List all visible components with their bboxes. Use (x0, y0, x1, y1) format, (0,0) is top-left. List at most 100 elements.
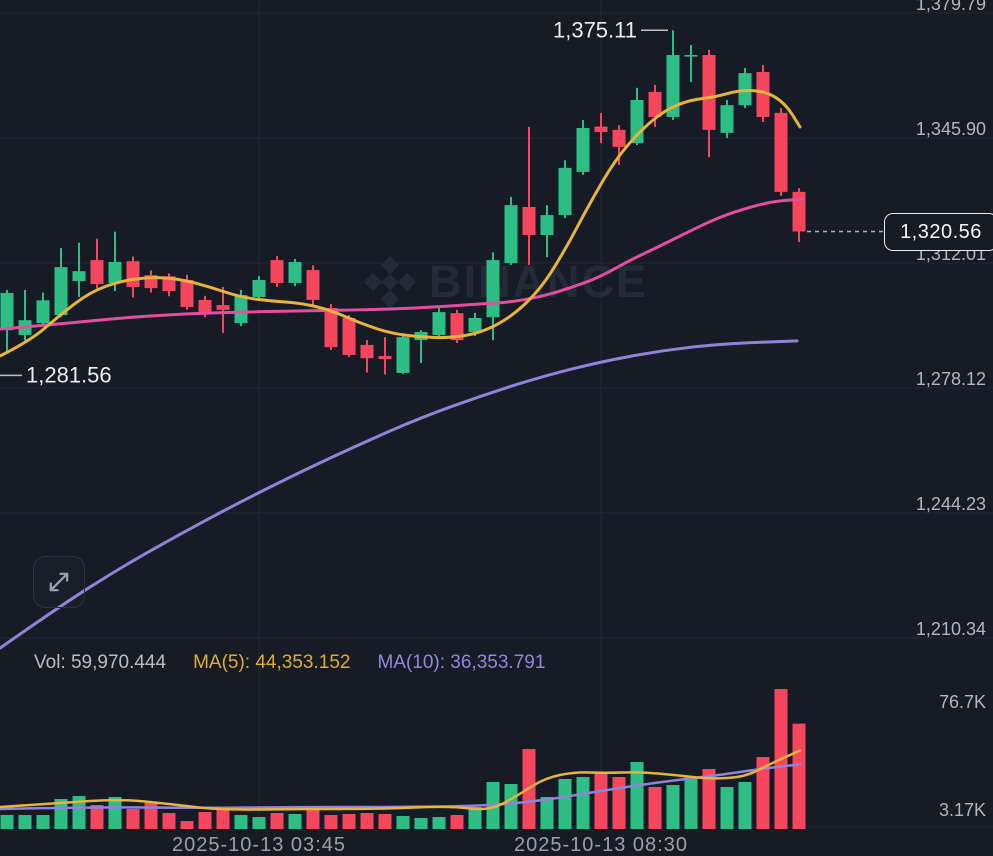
price-axis-label: 1,210.34 (916, 619, 986, 639)
volume-bar (558, 779, 572, 829)
time-axis[interactable]: 2025-10-13 03:45 2025-10-13 08:30 (172, 834, 688, 856)
expand-arrows-icon (49, 572, 69, 592)
volume-bar (576, 777, 590, 829)
candle-body (666, 55, 680, 117)
candle-body (180, 280, 194, 307)
candle[interactable] (360, 340, 374, 373)
candle[interactable] (252, 275, 266, 300)
volume-bar (738, 782, 752, 829)
candle[interactable] (720, 100, 734, 139)
ma-slow-purple-line (0, 339, 799, 650)
volume-bar (288, 814, 302, 829)
vol-ma5-yellow-line (0, 749, 802, 811)
candle-body (36, 300, 50, 324)
candle[interactable] (90, 238, 104, 289)
volume-bar (144, 802, 158, 829)
candle[interactable] (126, 256, 140, 298)
candle[interactable] (54, 247, 68, 318)
candle-body (360, 344, 374, 359)
candle-body (342, 317, 356, 355)
candle[interactable] (522, 126, 536, 265)
candle-body (198, 299, 212, 314)
volume-bar (504, 784, 518, 829)
candle[interactable] (792, 188, 806, 243)
candle[interactable] (612, 125, 626, 165)
candle[interactable] (216, 287, 230, 334)
candle-body (72, 271, 86, 282)
candle[interactable] (306, 265, 320, 306)
volume-axis-label: 3.17K (939, 800, 986, 820)
candle[interactable] (108, 231, 122, 292)
volume-bar (306, 810, 320, 829)
candle-body (126, 261, 140, 288)
candles-layer[interactable] (0, 30, 806, 375)
candle[interactable] (558, 160, 572, 219)
candle[interactable] (378, 337, 392, 375)
volume-axis[interactable]: 76.7K 3.17K (939, 692, 986, 820)
candle[interactable] (576, 119, 590, 175)
candle[interactable] (738, 67, 752, 109)
volume-bar (612, 777, 626, 829)
candle[interactable] (594, 112, 608, 144)
candle[interactable] (684, 45, 698, 82)
volume-bar (126, 809, 140, 829)
volume-bar (450, 815, 464, 829)
candle-body (738, 73, 752, 106)
ma-mid-magenta-line (0, 197, 805, 331)
candle-body (522, 206, 536, 236)
candle[interactable] (0, 289, 14, 354)
candle[interactable] (396, 333, 410, 375)
price-axis[interactable]: 1,379.791,345.901,312.011,278.121,244.23… (916, 0, 986, 639)
candle-body (792, 191, 806, 232)
volume-bar (54, 799, 68, 829)
volume-bar (540, 797, 554, 829)
candle[interactable] (432, 308, 446, 338)
candle-body (504, 205, 518, 264)
volume-bar (18, 815, 32, 829)
candle-body (306, 270, 320, 300)
candle-body (0, 292, 14, 331)
candle-body (216, 305, 230, 310)
gridlines (0, 0, 993, 829)
candle[interactable] (504, 197, 518, 265)
volume-ma-layer (0, 749, 802, 811)
candle-body (54, 267, 68, 316)
candle[interactable] (342, 315, 356, 358)
price-axis-label: 1,379.79 (916, 0, 986, 14)
candle-body (612, 129, 626, 147)
volume-bar (36, 815, 50, 829)
candle[interactable] (18, 289, 32, 341)
candle-body (468, 317, 482, 333)
volume-bar (270, 813, 284, 829)
candle[interactable] (774, 108, 788, 196)
volume-bar (234, 815, 248, 829)
volume-readout: Vol: 59,970.444 (34, 652, 167, 673)
volume-bar (342, 814, 356, 829)
candle[interactable] (540, 205, 554, 258)
candle-body (90, 260, 104, 285)
volume-bar (702, 769, 716, 829)
candle[interactable] (144, 270, 158, 293)
volume-bar (666, 785, 680, 829)
volume-layer[interactable] (0, 689, 806, 829)
candle-body (396, 337, 410, 373)
candle-body (324, 308, 338, 348)
low-marker-label: 1,281.56 (26, 362, 112, 387)
candle[interactable] (270, 256, 284, 288)
candle-body (270, 260, 284, 283)
volume-bar (252, 817, 266, 829)
candle[interactable] (36, 292, 50, 327)
volume-bar (198, 812, 212, 829)
volume-bar (324, 815, 338, 829)
volume-bar (180, 821, 194, 829)
candle[interactable] (666, 30, 680, 120)
price-axis-label: 1,345.90 (916, 119, 986, 139)
candle[interactable] (72, 242, 86, 297)
expand-button[interactable] (33, 556, 85, 608)
candle[interactable] (288, 258, 302, 287)
last-price-tag[interactable]: 1,320.56 (884, 213, 993, 252)
volume-bar (594, 772, 608, 829)
candle[interactable] (702, 49, 716, 158)
volume-bar (360, 813, 374, 829)
